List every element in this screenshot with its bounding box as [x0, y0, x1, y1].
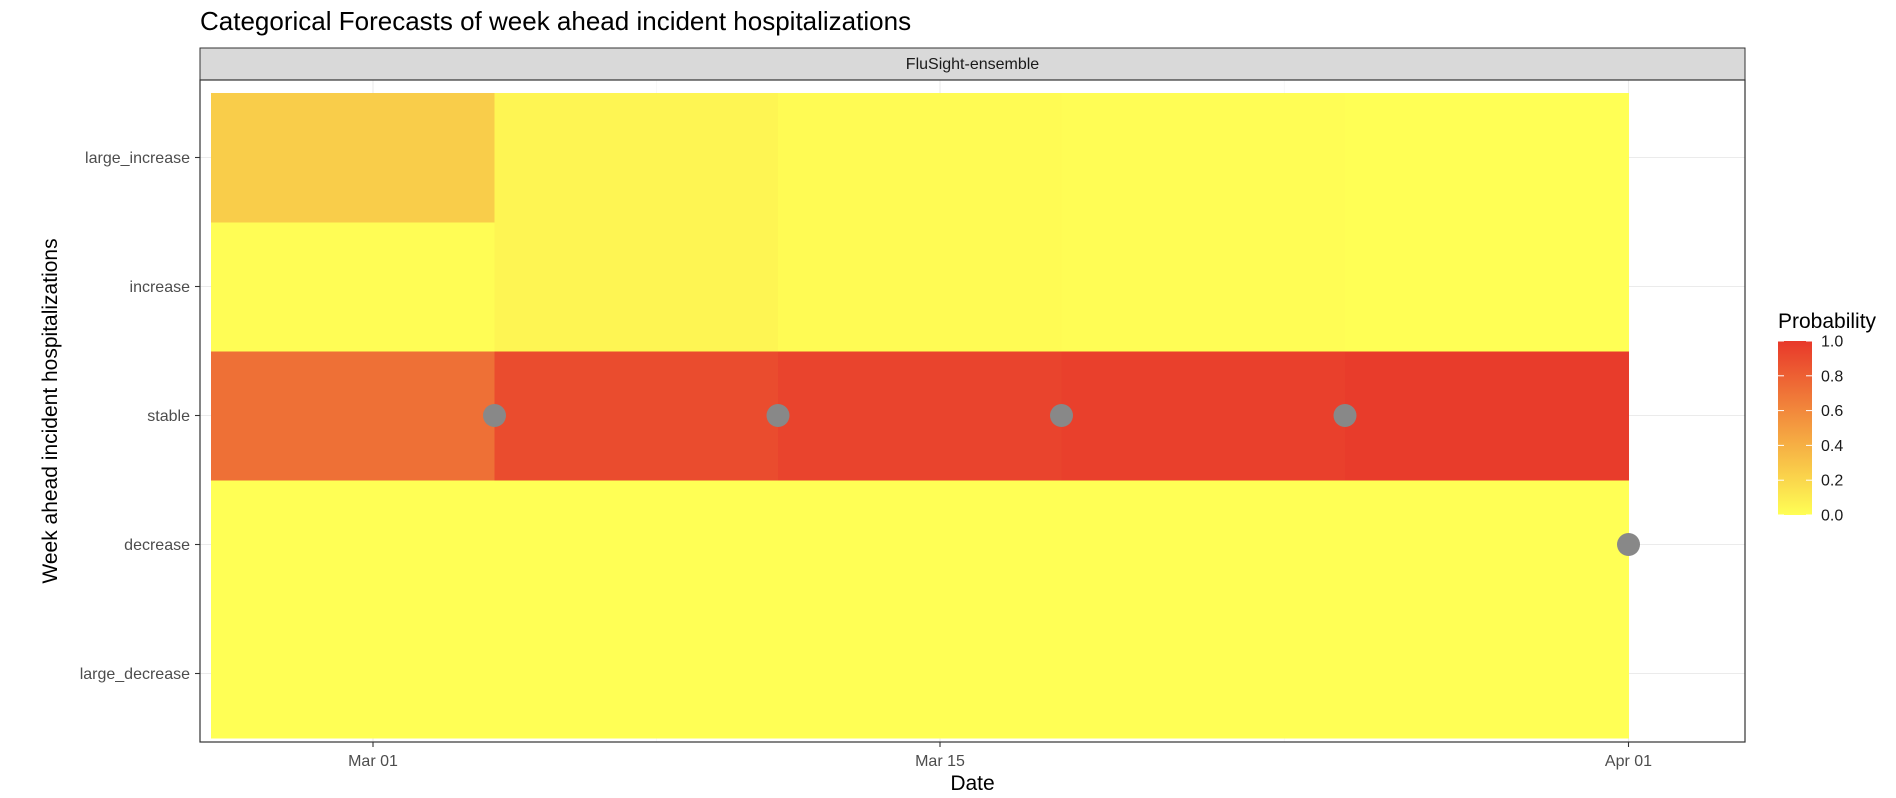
- legend-tick-label: 0.4: [1821, 438, 1843, 455]
- x-tick-label: Mar 15: [915, 753, 965, 770]
- panel-border: [199, 79, 1746, 743]
- y-axis: large_decrease decrease stable increase larg…: [80, 150, 200, 683]
- heatmap-tile-decrease-week-4: [1061, 480, 1346, 610]
- y-tick-label-stable: stable: [147, 408, 190, 425]
- heatmap-tile-decrease-week-3: [778, 480, 1062, 610]
- legend-tick-label: 0.8: [1821, 368, 1843, 385]
- legend-colorbar: [1778, 341, 1812, 515]
- legend-tick-label: 1.0: [1821, 334, 1843, 351]
- x-axis-title: Date: [950, 772, 994, 795]
- y-tick-label-increase: increase: [130, 279, 191, 296]
- heatmap-tile-increase-week-5: [1345, 222, 1629, 352]
- heatmap-tile-large_decrease-week-2: [494, 609, 779, 739]
- heatmap-tile-large_increase-week-4: [1061, 93, 1346, 223]
- heatmap-tiles: [211, 93, 1629, 739]
- heatmap-tile-increase-week-3: [778, 222, 1062, 352]
- heatmap-tile-decrease-week-5: [1345, 480, 1629, 610]
- heatmap-tile-large_increase-week-2: [494, 93, 779, 223]
- y-tick-label-decrease: decrease: [124, 537, 190, 554]
- heatmap-tile-stable-week-3: [778, 351, 1062, 481]
- heatmap-tile-decrease-week-2: [494, 480, 779, 610]
- y-axis-title: Week ahead incident hospitalizations: [39, 238, 62, 583]
- heatmap-tile-stable-week-4: [1061, 351, 1346, 481]
- heatmap-tile-large_decrease-week-5: [1345, 609, 1629, 739]
- heatmap-tile-decrease-week-1: [211, 480, 495, 610]
- heatmap-tile-increase-week-2: [494, 222, 779, 352]
- facet-strip-label: FluSight-ensemble: [906, 56, 1040, 73]
- observed-point-1: [483, 404, 506, 427]
- heatmap-tile-stable-week-2: [494, 351, 779, 481]
- observed-point-3: [1050, 404, 1073, 427]
- heatmap-tile-large_decrease-week-4: [1061, 609, 1346, 739]
- y-tick-label-large_increase: large_increase: [85, 150, 190, 167]
- heatmap-tile-increase-week-1: [211, 222, 495, 352]
- y-tick-label-large_decrease: large_decrease: [80, 666, 190, 683]
- facet-strip: [199, 47, 1746, 81]
- heatmap-tile-increase-week-4: [1061, 222, 1346, 352]
- observed-point-2: [766, 404, 790, 427]
- heatmap-tile-large_decrease-week-1: [211, 609, 495, 739]
- chart-title: Categorical Forecasts of week ahead inci…: [200, 6, 911, 36]
- heatmap-tile-large_increase-week-1: [211, 93, 495, 223]
- heatmap-tile-stable-week-5: [1345, 351, 1629, 481]
- heatmap-tile-stable-week-1: [211, 351, 495, 481]
- heatmap-tile-large_decrease-week-3: [778, 609, 1062, 739]
- legend-tick-label: 0.0: [1821, 508, 1843, 525]
- observed-point-5: [1617, 533, 1640, 556]
- observed-points: [483, 404, 1640, 556]
- legend-tick-label: 0.6: [1821, 403, 1843, 420]
- heatmap-tile-large_increase-week-3: [778, 93, 1062, 223]
- heatmap-tile-large_increase-week-5: [1345, 93, 1629, 223]
- x-tick-label: Mar 01: [348, 753, 398, 770]
- x-tick-label: Apr 01: [1605, 753, 1652, 770]
- x-axis: Mar 01 Mar 15 Apr 01: [348, 742, 1652, 770]
- observed-point-4: [1333, 404, 1357, 427]
- legend-ticks: 1.0 0.8 0.6 0.4 0.2 0.0: [1778, 334, 1843, 525]
- legend-tick-label: 0.2: [1821, 473, 1843, 490]
- legend-title: Probability: [1778, 310, 1877, 333]
